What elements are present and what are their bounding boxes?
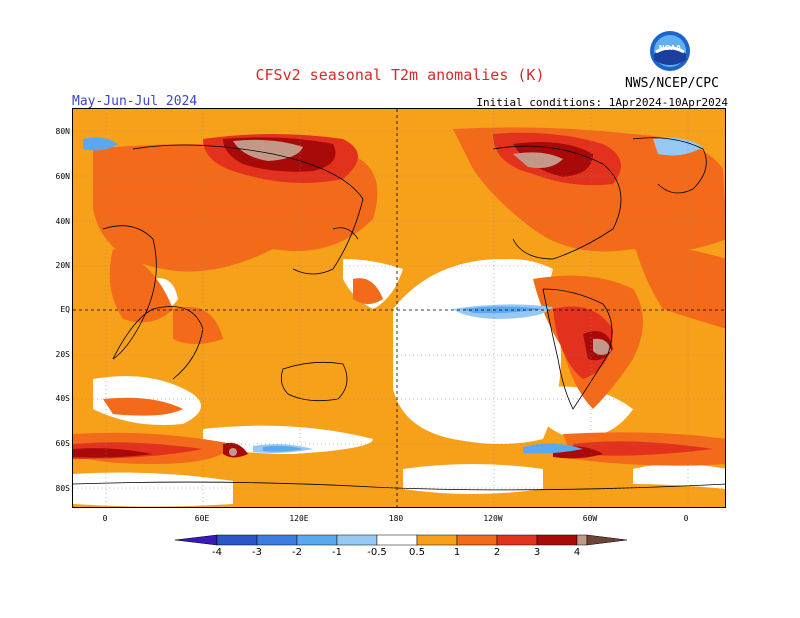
colorbar-label: -1	[332, 547, 342, 558]
lat-label: 60S	[55, 439, 70, 448]
colorbar-label: 4	[573, 547, 581, 558]
anomaly-map	[72, 108, 726, 508]
colorbar-label: 3	[533, 547, 541, 558]
initial-conditions: Initial conditions: 1Apr2024-10Apr2024	[476, 96, 728, 109]
colorbar-label: -3	[252, 547, 262, 558]
lon-label: 0	[683, 514, 689, 523]
colorbar-label: 2	[493, 547, 501, 558]
colorbar-swatch	[536, 534, 578, 546]
colorbar-swatch	[336, 534, 378, 546]
colorbar-label: -2	[292, 547, 302, 558]
colorbar-swatch	[376, 534, 418, 546]
colorbar-swatch	[216, 534, 258, 546]
lat-label: EQ	[60, 305, 70, 314]
lon-label: 180	[388, 514, 404, 523]
lon-label: 120W	[483, 514, 503, 523]
colorbar-label: -4	[212, 547, 222, 558]
colorbar-swatch	[416, 534, 458, 546]
colorbar	[175, 534, 627, 546]
colorbar-arrow-left	[175, 534, 218, 546]
map-title: CFSv2 seasonal T2m anomalies (K)	[255, 66, 545, 84]
organization: NWS/NCEP/CPC	[625, 76, 719, 91]
lat-label: 20N	[55, 261, 70, 270]
lat-label: 20S	[55, 350, 70, 359]
lat-label: 40N	[55, 217, 70, 226]
forecast-period: May-Jun-Jul 2024	[72, 94, 198, 109]
lat-label: 80N	[55, 127, 70, 136]
lat-label: 40S	[55, 394, 70, 403]
colorbar-swatch	[576, 534, 588, 546]
lon-label: 120E	[289, 514, 309, 523]
noaa-logo: NOAA	[650, 31, 690, 71]
coastlines	[73, 137, 725, 491]
colorbar-swatch	[296, 534, 338, 546]
lat-label: 80S	[55, 484, 70, 493]
colorbar-swatch	[456, 534, 498, 546]
logo-text: NOAA	[659, 44, 682, 52]
colorbar-arrow-right	[586, 534, 627, 546]
lon-label: 60E	[194, 514, 210, 523]
colorbar-label: 0.5	[409, 547, 425, 558]
colorbar-label: 1	[453, 547, 461, 558]
colorbar-swatch	[496, 534, 538, 546]
colorbar-label: -0.5	[367, 547, 387, 558]
lon-label: 0	[102, 514, 108, 523]
lat-label: 60N	[55, 172, 70, 181]
equator-dateline	[73, 109, 725, 507]
grid-lines	[73, 109, 725, 507]
colorbar-swatch	[256, 534, 298, 546]
lon-label: 60W	[582, 514, 598, 523]
anomaly-field	[73, 109, 725, 507]
